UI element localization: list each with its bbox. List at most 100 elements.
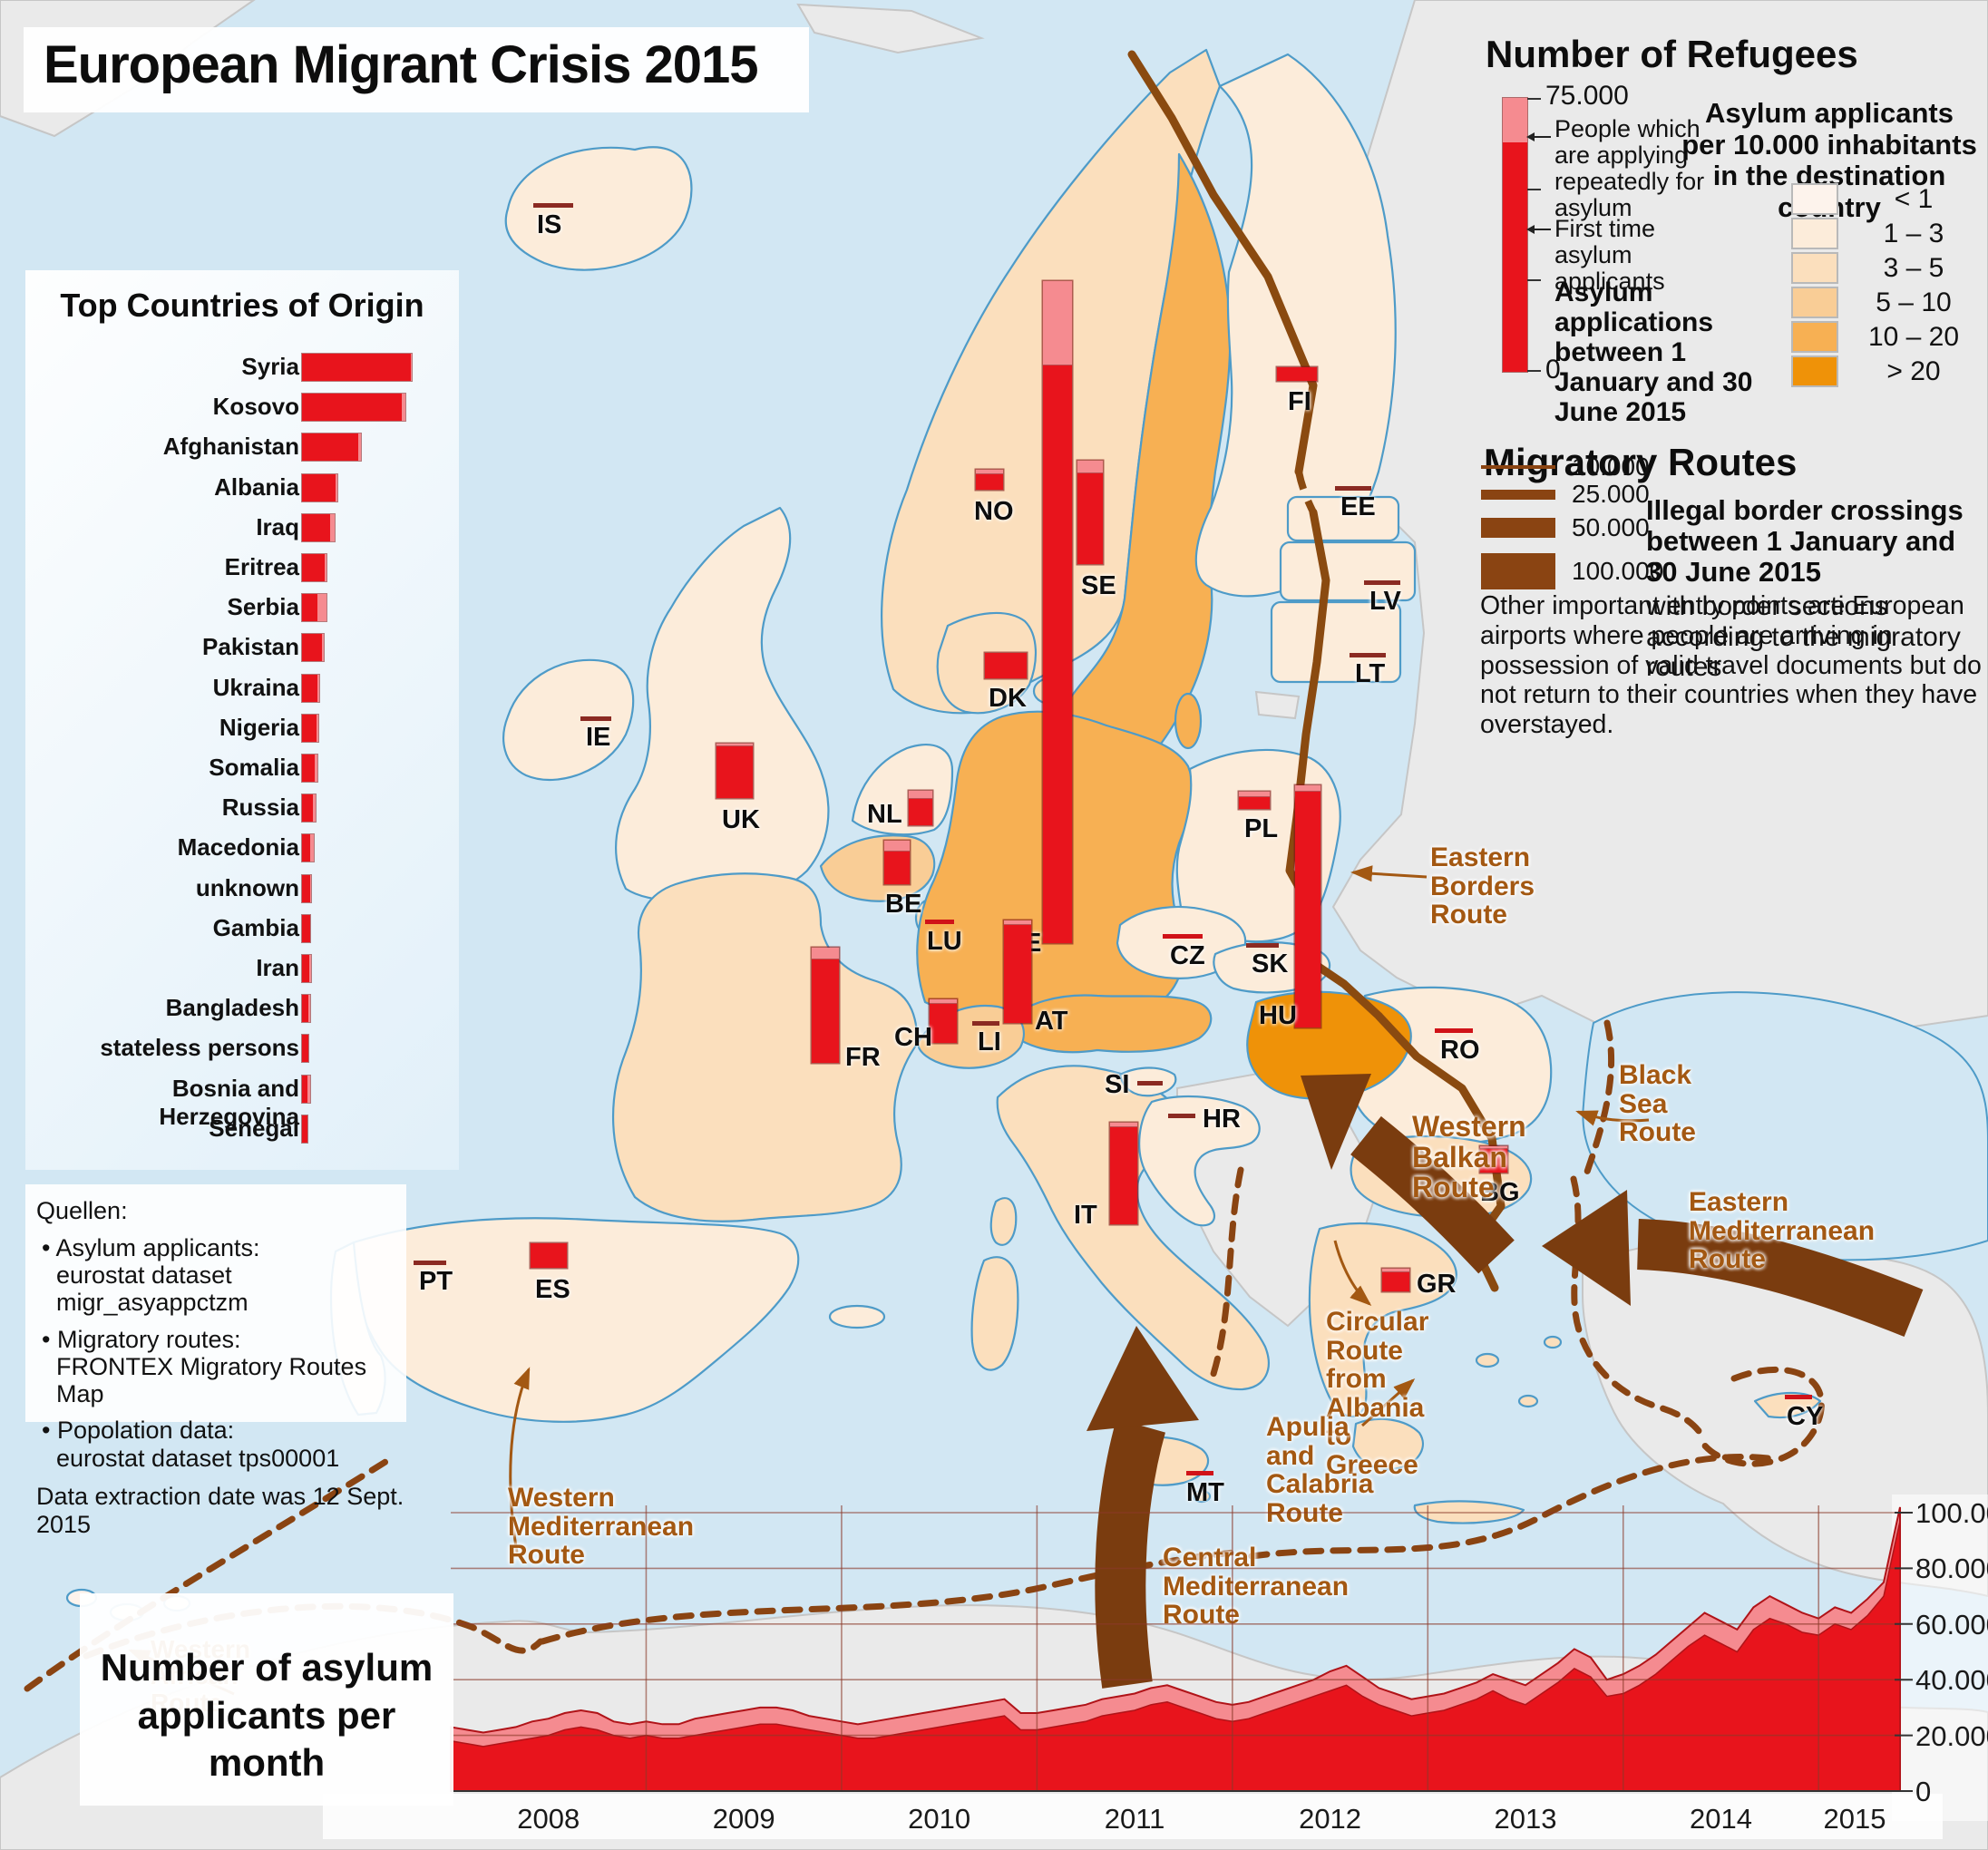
- origin-label-11: Russia: [221, 794, 299, 822]
- country-bar-repeat-uk: [716, 744, 753, 746]
- origin-bar-9: [302, 714, 318, 742]
- chart-ylabel-0: 0: [1915, 1776, 1932, 1807]
- source-item-value-0: eurostat dataset migr_asyappctzm: [56, 1261, 248, 1317]
- country-code-it: IT: [1074, 1201, 1097, 1230]
- country-bar-repeat-bg: [1480, 1146, 1507, 1149]
- country-code-is: IS: [537, 210, 562, 239]
- route-label-central-mediterranean: Central Mediterranean Route: [1163, 1543, 1349, 1630]
- aegean-island-3: [1543, 1335, 1563, 1349]
- refugee-legend-bar-repeat: [1503, 98, 1527, 142]
- route-width-line-0: [1481, 465, 1555, 469]
- chart-xaxis-strip: [323, 1794, 1943, 1839]
- country-bar-fr: [812, 948, 839, 1063]
- origin-label-15: Iran: [256, 954, 299, 981]
- source-item-1: • Migratory routes: FRONTEX Migratory Rou…: [42, 1326, 406, 1408]
- origin-bar-repeat-5: [325, 554, 326, 581]
- origin-label-18: Bosnia and Herzegovina: [159, 1074, 299, 1130]
- country-line-pt: [414, 1261, 446, 1265]
- country-line-li: [972, 1021, 999, 1026]
- density-label-0: < 1: [1894, 184, 1934, 214]
- country-bar-pl: [1239, 792, 1270, 809]
- country-bar-es: [531, 1243, 567, 1268]
- density-label-5: > 20: [1886, 356, 1941, 386]
- country-line-ro: [1435, 1028, 1473, 1033]
- source-item-label-0: • Asylum applicants:: [42, 1234, 260, 1261]
- country-line-cz: [1163, 934, 1203, 939]
- sources-items: • Asylum applicants: eurostat dataset mig…: [25, 1234, 406, 1472]
- origin-bar-repeat-0: [411, 354, 412, 381]
- origin-bar-repeat-6: [317, 594, 326, 622]
- western-balkan-arrow-shaft: [1350, 1115, 1515, 1274]
- chart-xyear-2015: 2015: [1823, 1803, 1886, 1835]
- central-mediterranean-arrow-head: [1087, 1326, 1199, 1431]
- density-label-2: 3 – 5: [1883, 253, 1944, 283]
- route-label-apulia-calabria-line-0: Apulia and: [1266, 1412, 1350, 1471]
- density-label-4: 10 – 20: [1867, 322, 1960, 352]
- routes-normal-label: with border sections according to the mi…: [1646, 591, 1961, 683]
- country-bar-fi: [1277, 367, 1317, 381]
- circular-route-pointer: [1333, 1240, 1372, 1306]
- country-bar-repeat-ch: [930, 999, 957, 1004]
- origin-bar-3: [302, 473, 337, 501]
- country-code-lv: LV: [1369, 587, 1401, 616]
- country-shape-hr: [1138, 1095, 1261, 1227]
- country-code-bg: BG: [1480, 1178, 1520, 1207]
- country-code-hu: HU: [1259, 1001, 1297, 1030]
- routes-note: Other important entry points are Europea…: [1480, 591, 1982, 740]
- origin-bar-7: [302, 634, 324, 662]
- country-code-hr: HR: [1203, 1105, 1241, 1134]
- country-bar-repeat-at: [1004, 920, 1031, 925]
- country-bar-no: [976, 470, 1003, 490]
- aegean-island-1: [1475, 1352, 1500, 1368]
- country-code-ro: RO: [1440, 1036, 1480, 1065]
- route-label-circular-albania-greece: Circular Route from Albania to Greece: [1326, 1308, 1428, 1479]
- route-width-label-0: 10.000: [1572, 453, 1650, 481]
- country-line-si: [1137, 1081, 1163, 1086]
- country-shape-es: [351, 1217, 800, 1423]
- route-label-apulia-calabria: Apulia and Calabria Route: [1266, 1413, 1373, 1527]
- origin-bar-repeat-12: [310, 834, 314, 862]
- country-code-ch: CH: [894, 1023, 932, 1052]
- route-label-apulia-calabria-line-2: Route: [1266, 1497, 1343, 1528]
- route-label-apulia-calabria-line-1: Calabria: [1266, 1469, 1374, 1499]
- country-code-ie: IE: [586, 723, 611, 752]
- country-code-li: LI: [978, 1027, 1001, 1056]
- origin-bar-4: [302, 513, 335, 541]
- route-width-line-2: [1481, 518, 1555, 538]
- eastern-borders-pointer: [1350, 865, 1428, 882]
- route-label-western-mediterranean-line-1: Route: [508, 1540, 585, 1570]
- source-item-value-1: FRONTEX Migratory Routes Map: [56, 1352, 367, 1408]
- country-line-cy: [1785, 1395, 1812, 1399]
- country-shape-sardinia: [970, 1256, 1019, 1371]
- origin-bar-repeat-16: [308, 995, 310, 1023]
- sources-heading: Quellen:: [36, 1197, 128, 1224]
- route-width-label-3: 100.000: [1572, 557, 1664, 585]
- country-shape-mt: [1192, 1489, 1212, 1504]
- origin-label-17: stateless persons: [100, 1034, 299, 1062]
- origin-bar-repeat-11: [313, 794, 316, 823]
- route-label-central-mediterranean-line-1: Route: [1163, 1600, 1240, 1630]
- country-code-ee: EE: [1340, 492, 1376, 521]
- country-bar-repeat-hu: [1295, 785, 1320, 792]
- origin-bar-10: [302, 755, 317, 782]
- origin-bar-repeat-9: [317, 714, 318, 742]
- refugee-legend-title: Number of Refugees: [1486, 33, 1858, 75]
- country-bar-it: [1110, 1123, 1137, 1224]
- country-shape-gotland: [1174, 692, 1203, 750]
- origin-label-8: Ukraina: [212, 673, 299, 701]
- country-code-fr: FR: [845, 1043, 881, 1072]
- route-dash-black-sea: [1582, 1019, 1615, 1181]
- country-bar-repeat-de: [1043, 281, 1072, 365]
- source-item-value-2: eurostat dataset tps00001: [56, 1444, 340, 1472]
- origin-bar-14: [302, 914, 310, 942]
- country-line-ie: [580, 716, 611, 721]
- origin-label-16: Bangladesh: [165, 994, 299, 1022]
- origin-label-4: Iraq: [256, 512, 299, 540]
- route-width-line-1: [1481, 489, 1555, 500]
- eu-external-border: [1127, 50, 1318, 476]
- origin-bar-repeat-18: [307, 1075, 310, 1103]
- chart-xyear-2012: 2012: [1299, 1803, 1362, 1835]
- density-label-1: 1 – 3: [1883, 219, 1944, 248]
- country-bar-repeat-pl: [1239, 792, 1270, 797]
- origin-bar-18: [302, 1075, 310, 1103]
